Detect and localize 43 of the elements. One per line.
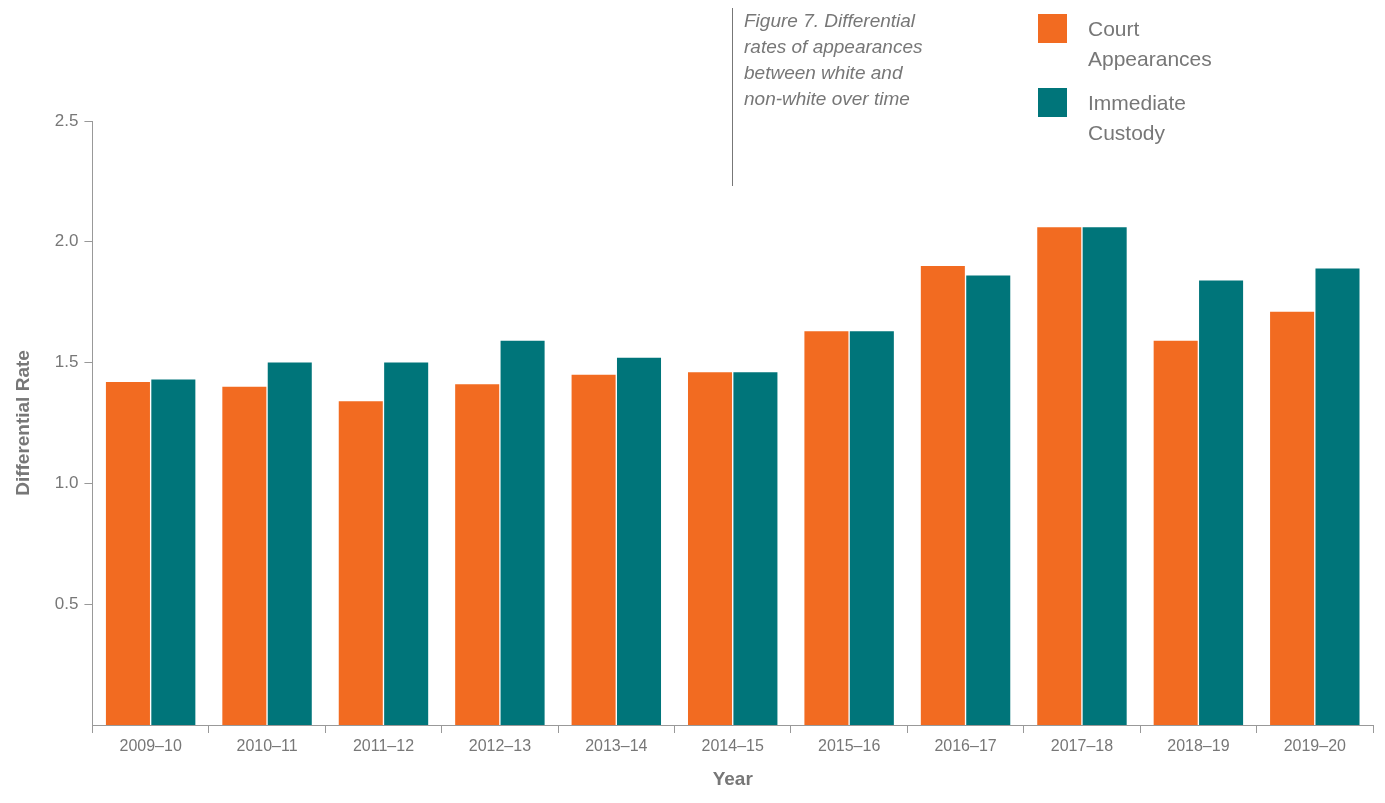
bar [105,381,150,725]
bar [688,372,733,725]
y-axis-title: Differential Rate [11,350,33,496]
x-tick-label: 2019–20 [1283,737,1347,755]
legend-label: Immediate Custody [1088,90,1188,146]
bar [571,374,616,725]
x-axis-title: Year [712,767,754,789]
x-tick-label: 2009–10 [119,737,182,755]
bar [1270,311,1315,725]
x-tick-label: 2016–17 [934,737,997,755]
x-tick-label: 2012–13 [468,737,532,755]
x-tick-label: 2017–18 [1050,737,1114,755]
bar [500,340,545,725]
x-tick-label: 2018–19 [1167,737,1230,755]
bar [267,362,312,725]
bar [1315,268,1360,725]
bar [849,331,894,725]
bar [1037,227,1082,725]
x-tick-label: 2010–11 [236,737,298,755]
bar [338,401,383,725]
chart-title: Figure 7. Differential rates of appearances between white and non-white over time [744,9,924,111]
bar [1082,227,1127,725]
bar [1199,280,1244,725]
bar [733,372,778,725]
y-tick-label: 2.5 [54,110,79,130]
bar [384,362,429,725]
y-tick-label: 0.5 [54,593,79,613]
bar [151,379,196,725]
bar [966,275,1011,725]
bar [804,331,849,725]
x-tick-label: 2011–12 [352,737,415,755]
bar [616,357,662,725]
y-tick-label: 1.0 [54,473,79,493]
bar [455,384,500,725]
y-tick-label: 2.0 [54,231,79,251]
bar [920,265,965,725]
bar [222,386,267,725]
x-tick-label: 2013–14 [585,737,648,755]
bar [1153,340,1198,725]
x-tick-label: 2015–16 [817,737,881,755]
y-tick-label: 1.5 [54,352,79,372]
legend-label: Court Appearances [1088,16,1213,72]
x-tick-label: 2014–15 [701,737,764,755]
